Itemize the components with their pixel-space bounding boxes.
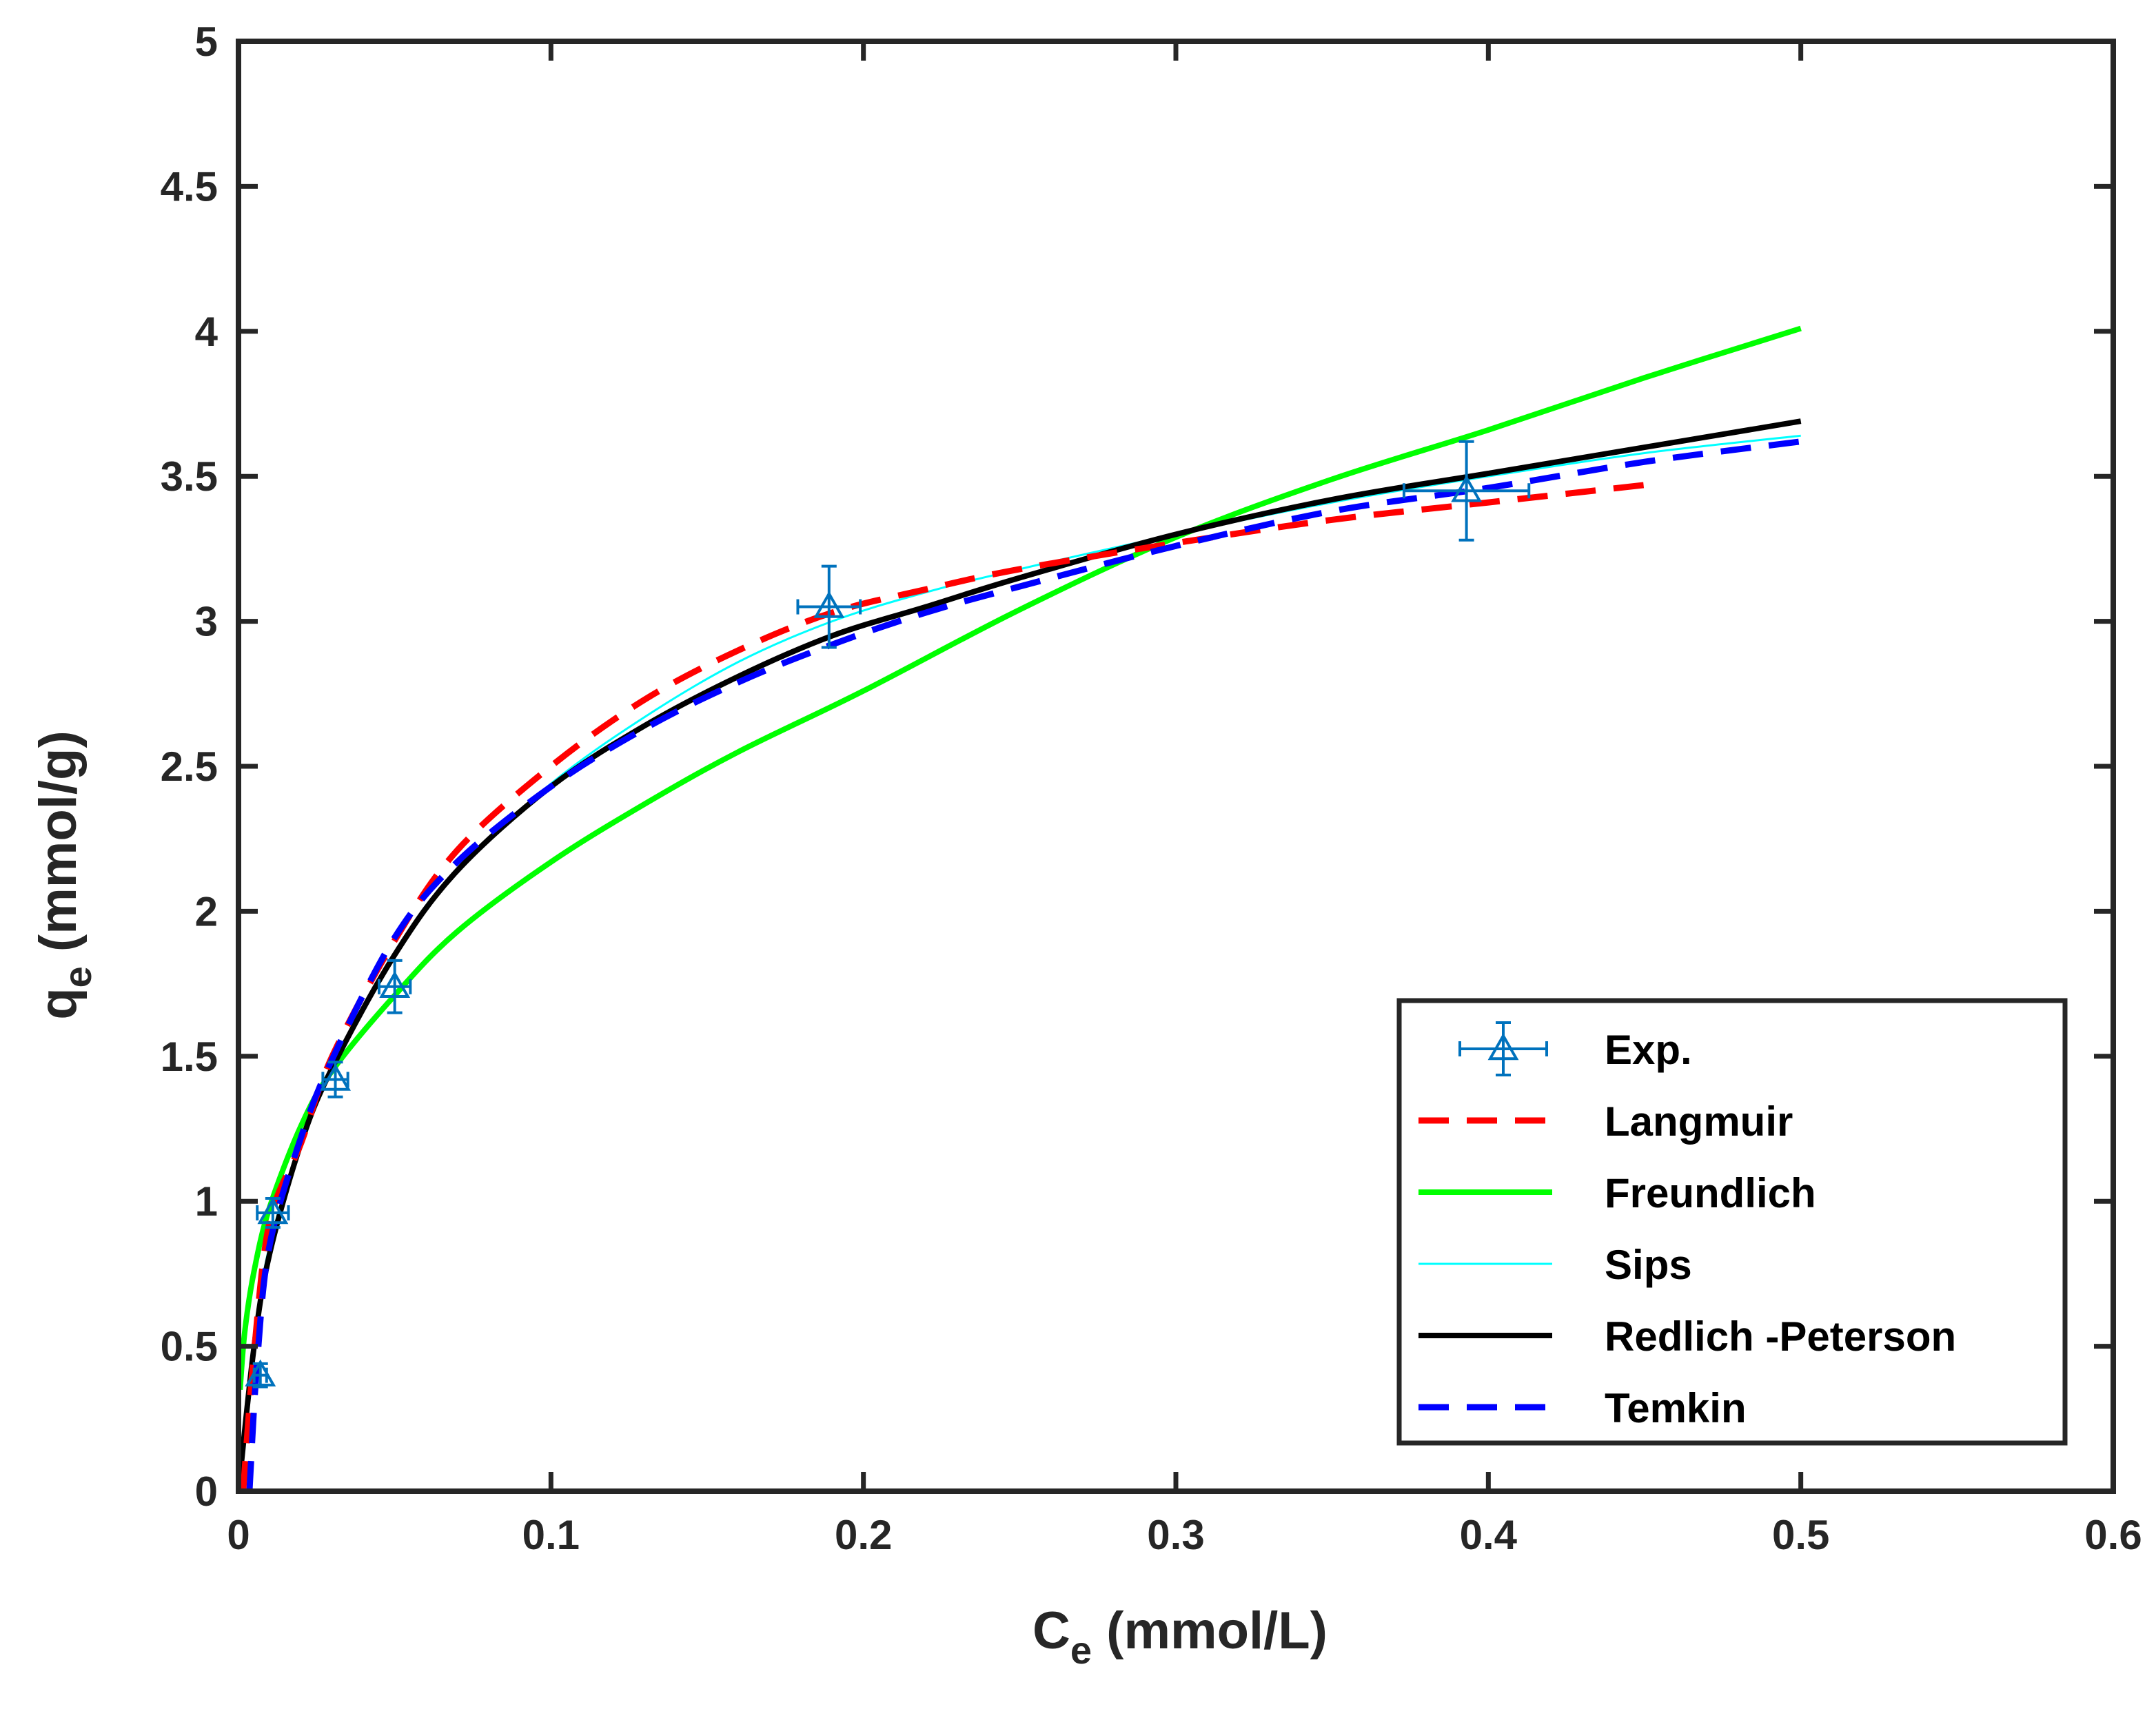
legend-label-sips: Sips xyxy=(1605,1242,1692,1288)
y-tick-label: 4 xyxy=(195,309,218,355)
legend-label-freundlich: Freundlich xyxy=(1605,1170,1816,1216)
axis-ticks xyxy=(236,39,2116,1494)
y-tick-label: 3.5 xyxy=(161,453,218,500)
exp-triangle-marker xyxy=(813,591,845,618)
y-tick-label: 1.5 xyxy=(161,1034,218,1080)
experimental-points xyxy=(245,440,1531,1389)
y-tick-label: 5 xyxy=(195,19,218,65)
y-tick-label: 3 xyxy=(195,599,218,645)
legend-label-redlich-peterson: Redlich -Peterson xyxy=(1605,1313,1956,1360)
y-tick-label: 0 xyxy=(195,1468,218,1515)
exp-point xyxy=(796,564,862,649)
legend-label-langmuir: Langmuir xyxy=(1605,1098,1793,1145)
exp-triangle-marker xyxy=(245,1359,276,1386)
legend-samples xyxy=(1418,1021,1552,1411)
x-tick-label: 0.5 xyxy=(1772,1512,1829,1558)
exp-point xyxy=(256,1196,290,1229)
langmuir-curve xyxy=(240,482,1645,1492)
exp-point xyxy=(378,959,412,1014)
exp-point xyxy=(245,1359,276,1389)
y-tick-labels: 0 0.5 1 1.5 2 2.5 3 3.5 4 4.5 5 xyxy=(161,19,218,1515)
x-tick-label: 0.2 xyxy=(835,1512,892,1558)
x-tick-label: 0.4 xyxy=(1460,1512,1518,1558)
temkin-curve xyxy=(246,438,1802,1492)
y-tick-label: 0.5 xyxy=(161,1324,218,1370)
exp-point xyxy=(1402,440,1531,542)
exp-point xyxy=(320,1061,351,1098)
x-tick-label: 0 xyxy=(227,1512,250,1558)
fit-curves xyxy=(236,325,1802,1492)
legend-label-exp: Exp. xyxy=(1605,1027,1692,1073)
x-tick-label: 0.1 xyxy=(522,1512,580,1558)
exp-triangle-marker xyxy=(1451,475,1483,502)
y-tick-label: 2.5 xyxy=(161,744,218,790)
legend-label-temkin: Temkin xyxy=(1605,1385,1747,1431)
x-tick-label: 0.6 xyxy=(2084,1512,2142,1558)
freundlich-curve xyxy=(237,325,1802,1391)
exp-triangle-marker xyxy=(320,1063,351,1091)
y-axis-title: qe (mmol/g) xyxy=(29,730,99,1020)
legend-box xyxy=(1396,998,2068,1446)
legend-sample-exp xyxy=(1458,1021,1548,1076)
legend-exp-triangle xyxy=(1487,1032,1519,1061)
legend: Exp. Langmuir Freundlich Sips Redlich -P… xyxy=(1396,998,2068,1446)
y-tick-label: 1 xyxy=(195,1178,218,1225)
x-tick-label: 0.3 xyxy=(1147,1512,1204,1558)
x-tick-labels: 0 0.1 0.2 0.3 0.4 0.5 0.6 xyxy=(227,1512,2142,1558)
exp-triangle-marker xyxy=(379,970,411,999)
exp-triangle-marker xyxy=(257,1197,289,1225)
x-axis-title: Ce (mmol/L) xyxy=(1033,1601,1328,1672)
y-tick-label: 2 xyxy=(195,888,218,934)
y-tick-label: 4.5 xyxy=(161,163,218,209)
